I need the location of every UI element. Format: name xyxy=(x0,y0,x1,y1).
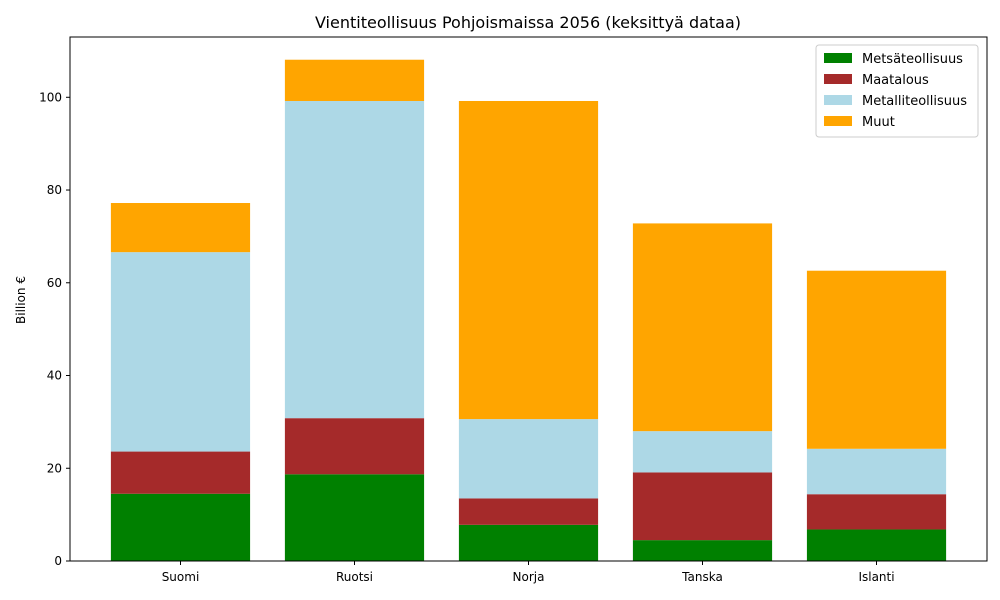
y-tick-label: 0 xyxy=(54,554,62,568)
bar-norja-3 xyxy=(458,100,599,420)
bar-tanska-0 xyxy=(632,540,773,561)
legend-label: Muut xyxy=(862,115,895,130)
legend-swatch xyxy=(824,53,852,63)
legend-box xyxy=(815,44,979,138)
y-tick-label: 100 xyxy=(39,90,62,104)
bar-ruotsi-0 xyxy=(284,474,425,561)
y-tick-label: 20 xyxy=(47,461,62,475)
bar-suomi-0 xyxy=(110,493,251,561)
y-tick-label: 60 xyxy=(47,276,62,290)
bar-tanska-2 xyxy=(632,431,773,473)
x-tick-label: Suomi xyxy=(162,570,200,584)
chart-title: Vientiteollisuus Pohjoismaissa 2056 (kek… xyxy=(315,13,741,32)
legend: Metsäteollisuus Maatalous Metalliteollisuu… xyxy=(815,44,979,138)
legend-swatch xyxy=(824,116,852,126)
bars-group xyxy=(110,59,947,561)
y-tick-label: 40 xyxy=(47,369,62,383)
axes-group: 0 20 40 60 80 100 Suomi Ruotsi Norja Tanska Islant… xyxy=(39,36,988,584)
x-tick-label: Ruotsi xyxy=(336,570,373,584)
legend-label: Metsäteollisuus xyxy=(862,52,963,67)
bar-ruotsi-1 xyxy=(284,418,425,475)
bar-tanska-1 xyxy=(632,472,773,541)
bar-ruotsi-2 xyxy=(284,100,425,419)
bar-tanska-3 xyxy=(632,223,773,432)
bar-suomi-2 xyxy=(110,252,251,452)
x-tick-label: Islanti xyxy=(858,570,894,584)
bar-suomi-3 xyxy=(110,203,251,253)
y-axis-label: Billion € xyxy=(14,276,28,324)
legend-label: Maatalous xyxy=(862,73,929,88)
legend-label: Metalliteollisuus xyxy=(862,94,967,109)
bar-islanti-1 xyxy=(806,494,947,530)
bar-ruotsi-3 xyxy=(284,59,425,101)
x-tick-label: Tanska xyxy=(681,570,723,584)
y-tick-label: 80 xyxy=(47,183,62,197)
legend-swatch xyxy=(824,95,852,105)
bar-islanti-3 xyxy=(806,270,947,449)
bar-suomi-1 xyxy=(110,451,251,494)
x-tick-label: Norja xyxy=(513,570,545,584)
bar-norja-1 xyxy=(458,498,599,525)
bar-norja-2 xyxy=(458,419,599,499)
bar-islanti-2 xyxy=(806,448,947,495)
bar-islanti-0 xyxy=(806,529,947,561)
legend-swatch xyxy=(824,74,852,84)
bar-norja-0 xyxy=(458,524,599,561)
